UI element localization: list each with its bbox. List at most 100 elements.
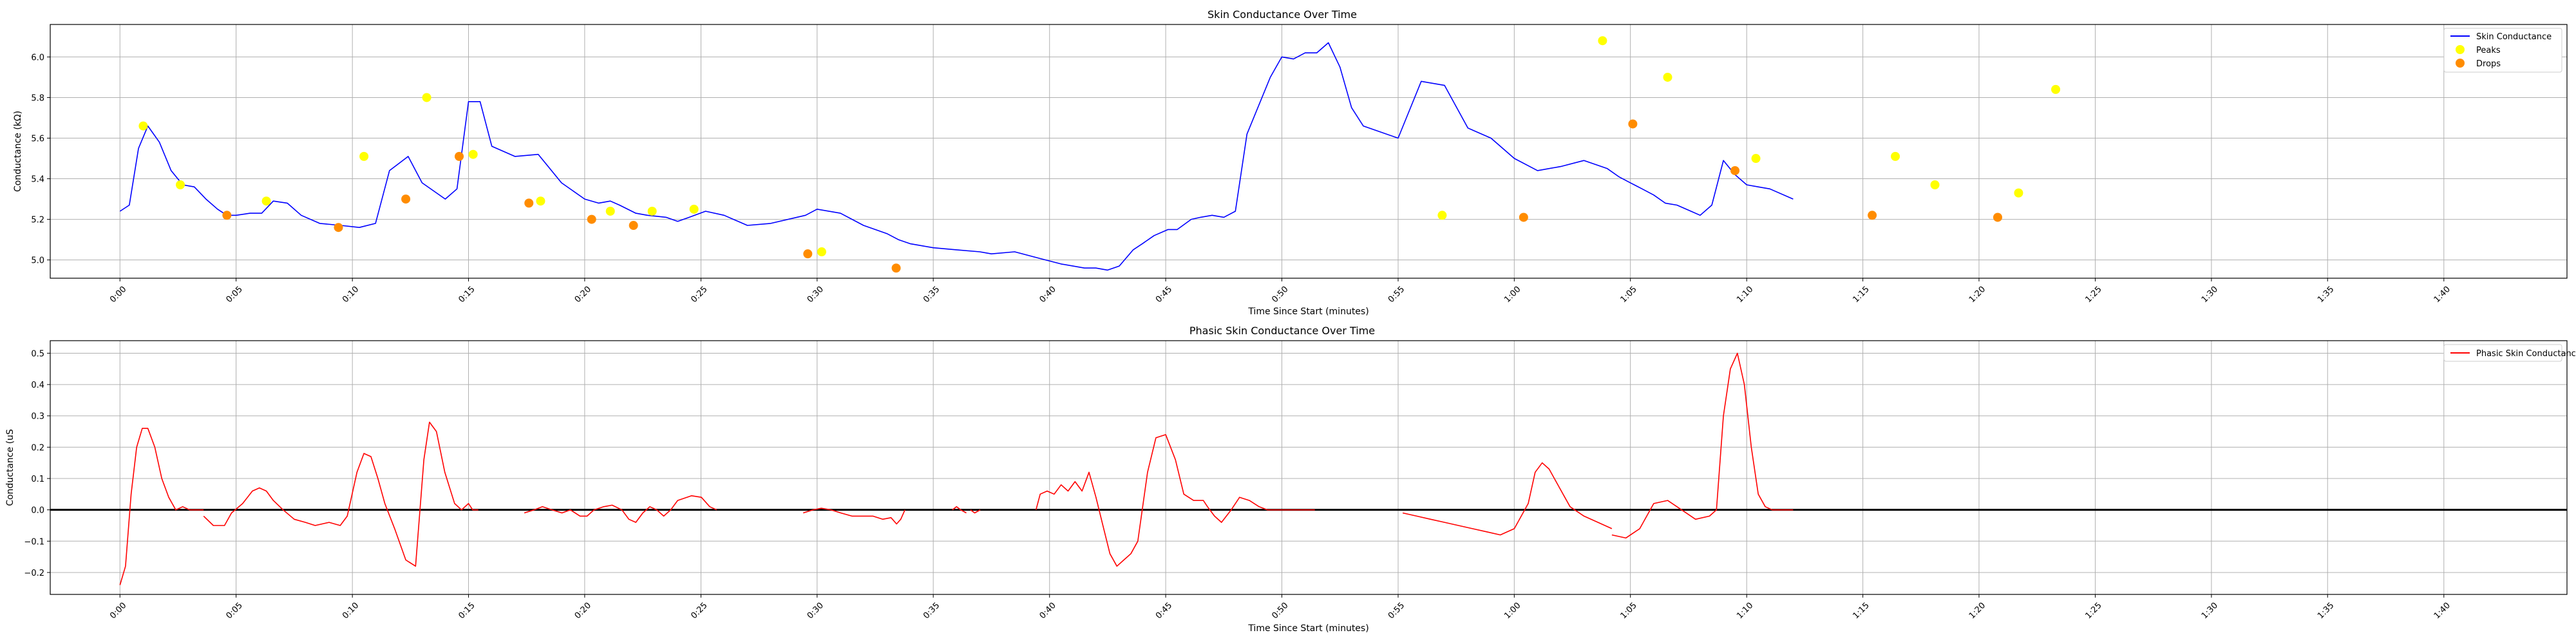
peak-marker: [138, 121, 148, 131]
x-tick-label: 1:00: [1502, 285, 1522, 305]
peak-marker: [176, 180, 185, 190]
peak-marker: [422, 93, 431, 102]
plot-area: [50, 352, 2567, 585]
legend-box: [2443, 28, 2562, 73]
x-tick-label: 1:10: [1735, 285, 1755, 305]
drop-marker: [1993, 213, 2002, 222]
x-tick-label: 1:30: [2200, 601, 2220, 621]
skin-conductance-chart: Skin Conductance Over Time 0:00 0:05 0:10 0…: [13, 8, 2568, 317]
x-tick-label: 0:10: [341, 601, 361, 621]
peak-marker: [468, 149, 478, 159]
phasic-line-segment: [203, 421, 478, 567]
y-axis-label: Conductance (kΩ): [13, 111, 23, 192]
x-tick-label: 0:15: [457, 285, 477, 305]
x-tick-label: 0:20: [573, 601, 593, 621]
legend-label-skin-conductance: Skin Conductance: [2476, 32, 2552, 42]
x-axis-label: Time Since Start (minutes): [1247, 307, 1368, 317]
y-tick-label: 0.1: [31, 475, 44, 484]
peak-marker: [536, 196, 545, 206]
x-tick-label: 1:25: [2083, 285, 2103, 305]
x-tick-label: 0:55: [1387, 285, 1406, 305]
x-tick-label: 0:50: [1270, 285, 1290, 305]
y-tick-label: 6.0: [31, 53, 44, 62]
drop-marker: [587, 214, 596, 224]
phasic-line-segment: [1611, 352, 1794, 539]
legend: Phasic Skin Conductance: [2443, 344, 2576, 362]
drop-marker: [1519, 213, 1528, 222]
legend: Skin Conductance Peaks Drops: [2443, 28, 2562, 73]
gridlines: [50, 341, 2567, 594]
y-axis-label: Conductance (uS: [5, 429, 15, 506]
y-tick-label: 0.5: [31, 349, 44, 359]
drop-marker: [222, 211, 232, 220]
y-tick-label: 0.0: [31, 506, 44, 516]
x-tick-label: 0:20: [573, 285, 593, 305]
phasic-line-segment: [1035, 434, 1315, 567]
chart-title: Phasic Skin Conductance Over Time: [1189, 325, 1375, 337]
legend-label-peaks: Peaks: [2476, 46, 2501, 55]
x-tick-label: 0:50: [1270, 601, 1290, 621]
y-tick-label: 5.6: [31, 135, 44, 144]
x-tick-label: 0:30: [806, 285, 826, 305]
legend-label-drops: Drops: [2476, 59, 2501, 69]
x-tick-label: 1:35: [2316, 285, 2336, 305]
x-tick-label: 0:25: [689, 285, 709, 305]
skin-conductance-line: [119, 42, 1794, 271]
phasic-line-segment: [524, 495, 717, 523]
peak-marker: [1598, 36, 1607, 46]
y-tick-label: −0.1: [24, 537, 44, 547]
axes-frame: [50, 24, 2568, 279]
drop-marker: [1730, 166, 1740, 175]
peak-marker: [2014, 188, 2023, 198]
y-tick-label: 5.2: [31, 216, 44, 225]
y-tick-label: 5.8: [31, 93, 44, 103]
tick-labels: 0:00 0:05 0:10 0:15 0:20 0:25 0:30 0:35 0:40 0:45…: [24, 349, 2452, 621]
x-tick-label: 0:40: [1038, 285, 1058, 305]
drop-marker: [401, 194, 411, 204]
x-tick-label: 1:15: [1852, 601, 1871, 621]
legend-label-phasic: Phasic Skin Conductance: [2476, 349, 2576, 359]
plot-area: [119, 36, 2061, 273]
x-axis-label: Time Since Start (minutes): [1247, 623, 1368, 634]
x-tick-label: 1:20: [1967, 285, 1987, 305]
x-tick-label: 0:00: [108, 285, 128, 305]
drop-marker: [1868, 211, 1877, 220]
drop-marker: [524, 198, 534, 208]
y-tick-label: 5.0: [31, 256, 44, 266]
y-tick-label: −0.2: [24, 569, 44, 578]
peak-marker: [817, 247, 826, 257]
x-tick-label: 1:15: [1852, 285, 1871, 305]
x-tick-label: 0:15: [457, 601, 477, 621]
peak-marker: [689, 204, 699, 214]
gridlines: [50, 24, 2567, 278]
drop-marker: [334, 223, 343, 232]
peak-marker: [2051, 84, 2061, 94]
peak-marker: [1891, 151, 1900, 161]
peak-marker: [1663, 72, 1672, 82]
peak-marker: [647, 206, 657, 216]
x-tick-label: 1:25: [2083, 601, 2103, 621]
drop-marker: [455, 151, 464, 161]
x-tick-label: 1:40: [2432, 601, 2452, 621]
peak-marker: [1437, 211, 1447, 220]
x-tick-label: 0:40: [1038, 601, 1058, 621]
x-tick-label: 1:30: [2200, 285, 2220, 305]
x-tick-label: 0:45: [1154, 285, 1174, 305]
drop-marker: [891, 263, 901, 273]
x-tick-label: 1:40: [2432, 285, 2452, 305]
peak-marker: [261, 196, 271, 206]
phasic-line-segment: [952, 506, 967, 514]
y-tick-label: 0.2: [31, 443, 44, 453]
x-tick-label: 1:05: [1619, 601, 1639, 621]
x-tick-label: 1:00: [1502, 601, 1522, 621]
phasic-line-segment: [802, 507, 905, 525]
y-tick-label: 5.4: [31, 175, 44, 185]
phasic-line-segment: [1402, 462, 1613, 536]
x-tick-label: 0:05: [225, 601, 245, 621]
x-tick-label: 0:25: [689, 601, 709, 621]
x-tick-label: 0:45: [1154, 601, 1174, 621]
chart-title: Skin Conductance Over Time: [1208, 8, 1357, 21]
x-tick-label: 1:05: [1619, 285, 1639, 305]
x-tick-label: 0:05: [225, 285, 245, 305]
